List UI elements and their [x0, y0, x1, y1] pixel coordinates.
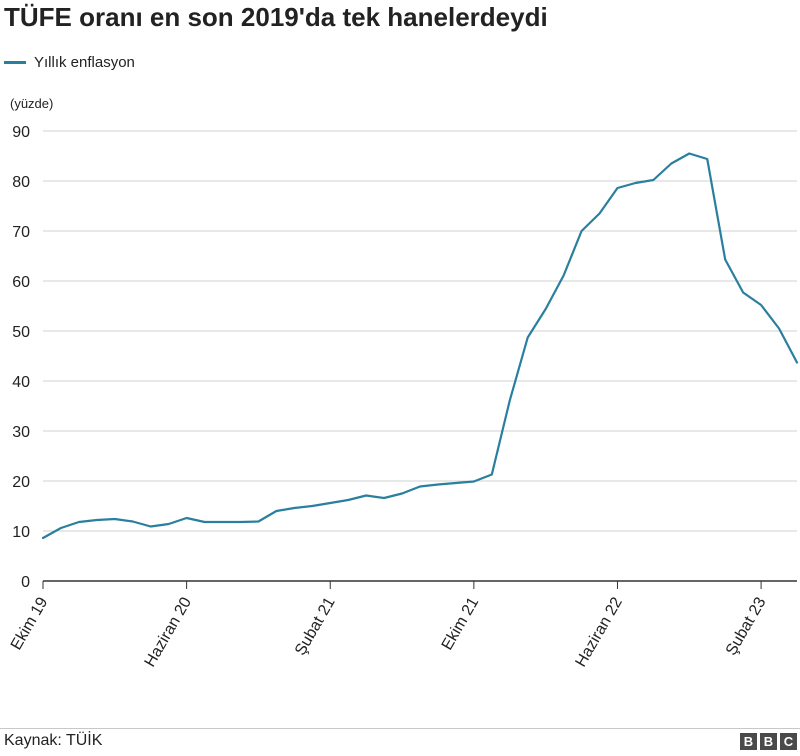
data-point: [329, 502, 331, 504]
series-line-yillik-enflasyon: [41, 152, 799, 540]
footer-divider: [0, 728, 800, 729]
data-point: [509, 399, 511, 401]
data-point: [491, 473, 493, 475]
data-point: [114, 518, 116, 520]
data-point: [419, 485, 421, 487]
y-axis-label: (yüzde): [10, 96, 53, 111]
data-point: [311, 505, 313, 507]
series-layer: [41, 152, 799, 540]
data-point: [527, 336, 529, 338]
data-point: [221, 521, 223, 523]
data-point: [562, 274, 564, 276]
x-tick-label: Şubat 23: [723, 594, 770, 658]
data-point: [652, 179, 654, 181]
data-point: [688, 152, 690, 154]
bbc-logo-letter: C: [780, 733, 797, 750]
bbc-logo: B B C: [740, 733, 797, 750]
data-point: [706, 158, 708, 160]
gridlines: [43, 130, 797, 582]
chart-title: TÜFE oranı en son 2019'da tek hanelerdey…: [4, 2, 548, 32]
x-axis-ticks: Ekim 19 Haziran 20 Şubat 21 Ekim 21 Haziran …: [8, 581, 770, 670]
data-point: [185, 517, 187, 519]
bbc-logo-letter: B: [740, 733, 757, 750]
x-tick-label: Şubat 21: [292, 594, 339, 658]
x-tick-label: Haziran 20: [142, 594, 195, 670]
data-point: [598, 212, 600, 214]
data-point: [760, 304, 762, 306]
data-point: [742, 291, 744, 293]
data-point: [203, 521, 205, 523]
data-point: [365, 494, 367, 496]
y-tick-label: 70: [12, 224, 30, 241]
y-tick-label: 50: [12, 324, 30, 341]
y-tick-label: 20: [12, 474, 30, 491]
x-tick-label: Haziran 22: [573, 594, 626, 670]
data-point: [401, 492, 403, 494]
data-point: [293, 507, 295, 509]
data-point: [167, 523, 169, 525]
data-point: [670, 162, 672, 164]
data-point: [616, 187, 618, 189]
y-tick-label: 60: [12, 274, 30, 291]
y-tick-label: 80: [12, 174, 30, 191]
data-point: [150, 525, 152, 527]
data-point: [60, 527, 62, 529]
y-tick-label: 10: [12, 524, 30, 541]
data-point: [634, 182, 636, 184]
line-chart: 0 10 20 30 40 50 60 70 80 90 Ekim 19 Haziran 20 Şub…: [8, 96, 799, 670]
y-tick-label: 30: [12, 424, 30, 441]
legend-swatch: [4, 61, 26, 64]
x-tick-label: Ekim 19: [8, 594, 52, 653]
source-text: Kaynak: TÜİK: [4, 732, 103, 749]
data-point: [455, 482, 457, 484]
y-tick-label: 90: [12, 124, 30, 141]
data-point: [544, 308, 546, 310]
y-tick-label: 0: [21, 574, 30, 591]
data-point: [580, 230, 582, 232]
data-point: [437, 483, 439, 485]
data-point: [724, 258, 726, 260]
data-point: [96, 519, 98, 521]
y-tick-label: 40: [12, 374, 30, 391]
data-point: [473, 480, 475, 482]
data-point: [78, 521, 80, 523]
data-point: [796, 361, 798, 363]
data-point: [383, 497, 385, 499]
data-point: [42, 537, 44, 539]
bbc-logo-letter: B: [760, 733, 777, 750]
legend: Yıllık enflasyon: [4, 54, 135, 71]
data-point: [132, 520, 134, 522]
x-tick-label: Ekim 21: [439, 594, 483, 653]
legend-label: Yıllık enflasyon: [34, 54, 135, 71]
y-axis-ticks: 0 10 20 30 40 50 60 70 80 90: [12, 124, 30, 591]
data-point: [778, 327, 780, 329]
data-point: [347, 499, 349, 501]
data-point: [275, 510, 277, 512]
data-point: [239, 521, 241, 523]
data-point: [257, 520, 259, 522]
